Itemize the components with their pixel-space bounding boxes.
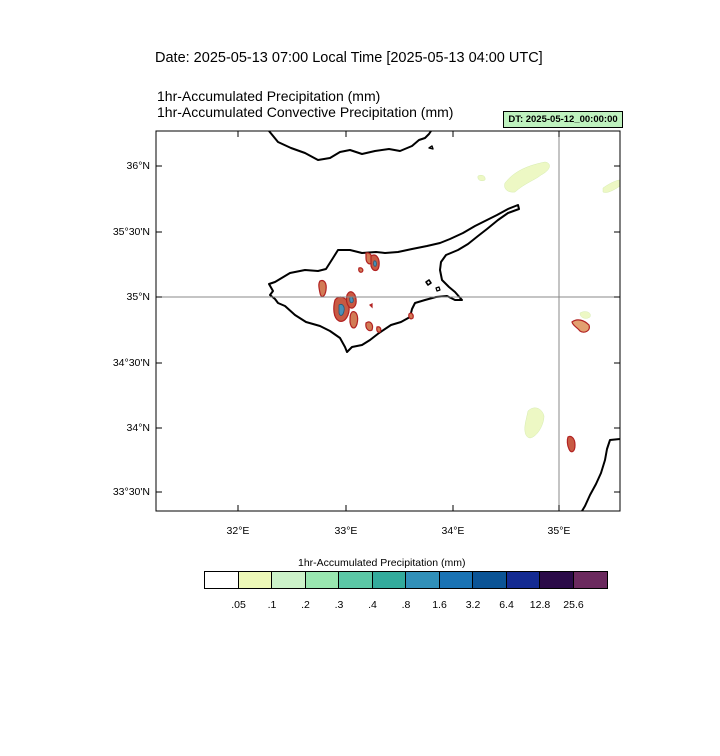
turkey-coast-fragment	[428, 145, 434, 150]
convective-cell-south-b	[376, 326, 382, 333]
convective-cell-north-b-core	[373, 260, 377, 267]
colorbar-label: .8	[401, 599, 411, 611]
colorbar-swatch	[205, 572, 239, 588]
colorbar-swatch	[573, 572, 607, 588]
colorbar-swatch	[305, 572, 339, 588]
colorbar-label: .4	[368, 599, 377, 611]
cyprus-coastline	[268, 204, 520, 353]
precip-title: 1hr-Accumulated Precipitation (mm)	[157, 88, 381, 104]
precip-area-east-edge	[602, 179, 621, 193]
turkey-coastline	[268, 130, 432, 161]
colorbar-label: 6.4	[499, 599, 514, 611]
precip-area-north-east	[504, 161, 550, 193]
colorbar-label: .3	[334, 599, 344, 611]
lon-label-32e: 32°E	[226, 525, 250, 537]
convective-cell-tiny	[368, 303, 373, 309]
lon-label-34e: 34°E	[441, 525, 465, 537]
colorbar-label: .1	[267, 599, 277, 611]
colorbar-label: 1.6	[432, 599, 447, 611]
colorbar	[204, 571, 608, 589]
map-frame	[155, 130, 621, 512]
coastlines	[268, 130, 621, 512]
colorbar-swatch	[238, 572, 272, 588]
colorbar-label: 12.8	[529, 599, 551, 611]
colorbar-title: 1hr-Accumulated Precipitation (mm)	[298, 557, 466, 569]
convective-cell-central-c	[349, 311, 359, 329]
colorbar-swatch	[540, 572, 574, 588]
precip-area-north-east-small	[477, 174, 486, 182]
colorbar-swatch	[473, 572, 507, 588]
colorbar-label: 25.6	[563, 599, 584, 611]
convective-cell-coast	[408, 312, 414, 320]
convective-cell-east-b	[566, 435, 576, 453]
colorbar-label: .2	[301, 599, 310, 611]
convective-cell-central-b-core	[349, 296, 354, 304]
lat-label-33-30n: 33°30'N	[112, 486, 150, 498]
convective-cell-north-c	[358, 267, 364, 273]
convective-cell-east-a	[571, 319, 590, 333]
colorbar-label: .05	[231, 599, 246, 611]
date-title: Date: 2025-05-13 07:00 Local Time [2025-…	[155, 50, 543, 66]
light-precip-areas	[477, 161, 621, 439]
convective-precip-title: 1hr-Accumulated Convective Precipitation…	[157, 104, 454, 120]
colorbar-swatch	[339, 572, 373, 588]
colorbar-swatch	[506, 572, 540, 588]
reference-lines	[156, 131, 620, 511]
colorbar-swatch	[439, 572, 473, 588]
dt-badge: DT: 2025-05-12_00:00:00	[503, 111, 623, 128]
colorbar-swatch	[272, 572, 306, 588]
colorbar-swatch	[406, 572, 440, 588]
cyprus-coast-islet-2	[435, 286, 441, 292]
lat-label-36n: 36°N	[126, 160, 150, 172]
lat-label-34-30n: 34°30'N	[112, 357, 150, 369]
lat-label-35n: 35°N	[126, 291, 150, 303]
convective-cells	[318, 252, 590, 453]
cyprus-coast-islet	[425, 279, 432, 286]
lat-label-34n: 34°N	[126, 422, 150, 434]
colorbar-label: 3.2	[465, 599, 481, 611]
axis-ticks	[156, 131, 620, 511]
convective-cell-west	[318, 279, 327, 298]
levant-coastline	[581, 438, 621, 512]
convective-cell-south-a	[365, 321, 374, 332]
lon-label-35e: 35°E	[547, 525, 571, 537]
convective-cell-central-a-core	[338, 303, 345, 316]
colorbar-swatch	[372, 572, 406, 588]
precip-area-south-east	[524, 407, 545, 439]
lat-label-35-30n: 35°30'N	[112, 226, 150, 238]
lon-label-33e: 33°E	[334, 525, 358, 537]
precip-area-east-small	[579, 311, 591, 319]
